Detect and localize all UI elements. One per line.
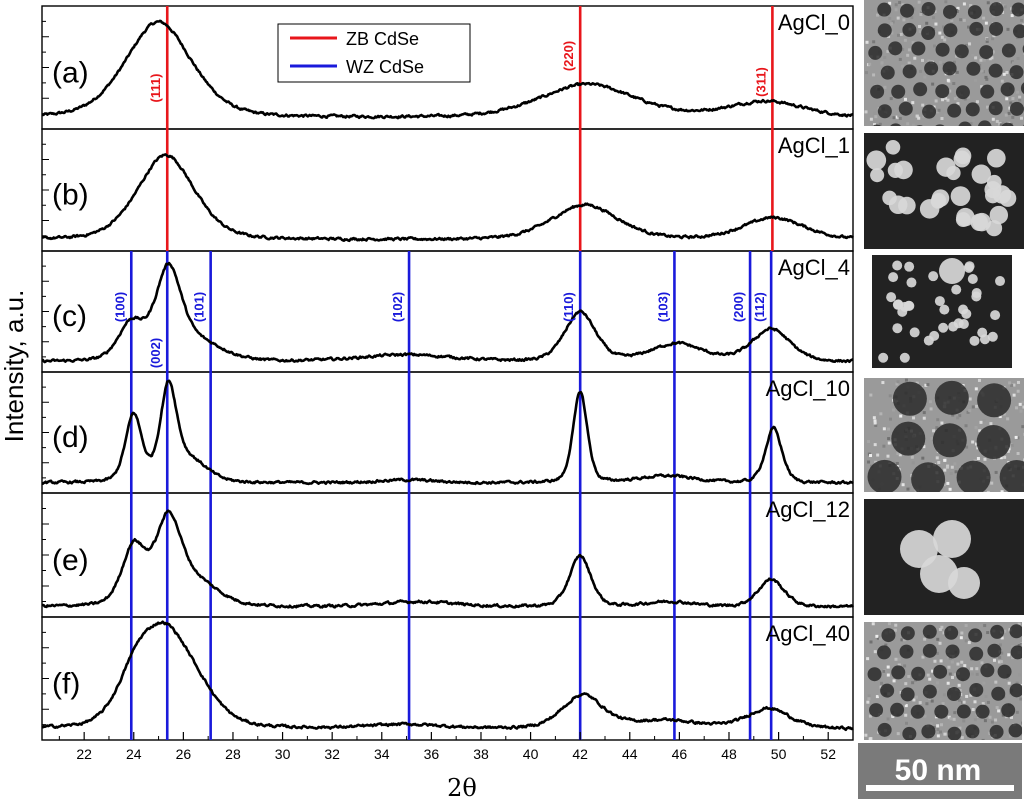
- legend-label-wz: WZ CdSe: [346, 57, 424, 77]
- xrd-curve: [41, 153, 854, 243]
- panel-label: (a): [52, 56, 89, 89]
- x-tick-label: 38: [473, 746, 489, 762]
- scale-bar-line: [866, 785, 1014, 791]
- reference-peak-label: (111): [148, 74, 163, 103]
- panel-frame: [41, 492, 854, 618]
- x-tick-label: 50: [771, 746, 787, 762]
- sample-label: AgCl_40: [766, 621, 850, 646]
- xrd-curve: [41, 261, 854, 364]
- panel-label: (c): [52, 300, 87, 333]
- panel-label: (b): [52, 179, 89, 212]
- tem-image-agcl-1: [864, 133, 1024, 249]
- tem-image-agcl-0: [864, 0, 1024, 126]
- x-tick-label: 22: [76, 746, 92, 762]
- reference-peak-label: (103): [655, 292, 670, 322]
- panel-frame: [41, 371, 854, 494]
- y-axis-title: Intensity, a.u.: [0, 290, 29, 443]
- sample-label: AgCl_1: [778, 133, 850, 158]
- reference-peak-label: (002): [148, 338, 163, 368]
- tem-image-agcl-10: [864, 378, 1024, 492]
- x-tick-label: 42: [572, 746, 588, 762]
- xrd-curve: [41, 509, 855, 609]
- xrd-curve: [41, 620, 854, 732]
- reference-peak-label: (220): [561, 41, 576, 71]
- x-tick-label: 32: [324, 746, 340, 762]
- sample-label: AgCl_10: [766, 376, 850, 401]
- tem-image-agcl-4: [872, 255, 1012, 368]
- scale-bar: 50 nm: [858, 743, 1022, 799]
- panel-label: (f): [52, 667, 80, 700]
- reference-peak-label: (100): [112, 292, 127, 322]
- reference-peak-label: (102): [390, 292, 405, 322]
- sample-label: AgCl_4: [778, 255, 850, 280]
- x-tick-label: 46: [672, 746, 688, 762]
- reference-peak-label: (311): [753, 67, 768, 97]
- xrd-curve: [41, 379, 854, 486]
- legend-label-zb: ZB CdSe: [346, 29, 419, 49]
- tem-image-agcl-40: [864, 622, 1022, 740]
- reference-peak-label: (110): [561, 292, 576, 322]
- tem-image-agcl-12: [864, 499, 1024, 615]
- panel-frame: [41, 128, 854, 252]
- reference-peak-label: (200): [731, 292, 746, 322]
- panel-label: (d): [52, 421, 89, 454]
- x-tick-label: 28: [225, 746, 241, 762]
- x-tick-label: 48: [721, 746, 737, 762]
- legend-box: [277, 23, 471, 83]
- xrd-curve: [41, 19, 854, 120]
- x-tick-label: 52: [820, 746, 836, 762]
- x-tick-label: 44: [622, 746, 638, 762]
- legend: ZB CdSe WZ CdSe: [277, 23, 471, 83]
- sample-label: AgCl_12: [766, 497, 850, 522]
- x-tick-label: 26: [176, 746, 192, 762]
- x-tick-label: 40: [523, 746, 539, 762]
- reference-peak-label: (112): [752, 292, 767, 322]
- panel-label: (e): [52, 544, 89, 577]
- x-axis-title: 2θ: [447, 774, 477, 802]
- sample-label: AgCl_0: [778, 10, 850, 35]
- x-tick-label: 36: [424, 746, 440, 762]
- x-tick-label: 24: [126, 746, 142, 762]
- reference-peak-label: (101): [192, 292, 207, 322]
- x-tick-label: 30: [275, 746, 291, 762]
- scale-bar-label: 50 nm: [895, 754, 982, 787]
- x-tick-label: 34: [374, 746, 390, 762]
